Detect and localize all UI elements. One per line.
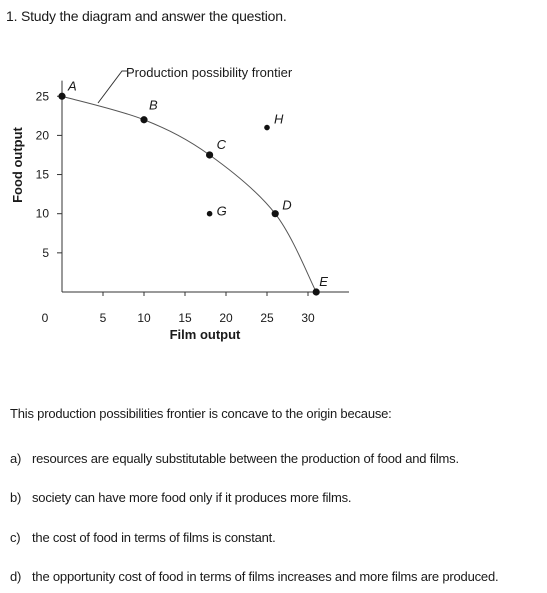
y-axis-title: Food output [10,126,25,202]
y-tick-label: 25 [36,89,50,103]
question-title: 1. Study the diagram and answer the ques… [6,8,287,24]
x-tick-label: 30 [301,311,315,325]
annotation-label: Production possibility frontier [126,65,293,80]
point-label-d: D [282,198,291,213]
option-c-letter: c) [10,530,21,545]
point-label-c: C [217,137,227,152]
point-h [264,124,270,131]
option-d-letter: d) [10,569,22,584]
y-tick-label: 10 [36,207,50,221]
chart-points [58,92,320,296]
x-tick-label: 0 [42,311,49,325]
point-label-h: H [274,112,284,127]
chart-axes [61,80,349,293]
y-tick-label: 15 [36,168,50,182]
y-tick-label: 5 [42,246,49,260]
x-tick-label: 10 [137,311,151,325]
point-b [140,116,148,124]
option-a-letter: a) [10,451,22,466]
option-d[interactable]: d) the opportunity cost of food in terms … [10,569,499,584]
x-tick-label: 15 [178,311,192,325]
x-tick-label: 20 [219,311,233,325]
y-tick-label: 20 [36,128,50,142]
option-d-text: the opportunity cost of food in terms of… [32,569,499,584]
point-label-b: B [149,98,158,113]
ppf-chart: 5 10 15 20 25 0 5 10 15 20 25 30 Film output Food ou… [10,65,349,342]
x-tick-label: 5 [100,311,107,325]
option-b-letter: b) [10,490,22,505]
point-d [271,210,279,218]
option-a-text: resources are equally substitutable betw… [32,451,459,466]
option-b-text: society can have more food only if it pr… [32,490,352,505]
point-label-a: A [67,78,77,93]
option-c-text: the cost of food in terms of films is co… [32,530,276,545]
option-a[interactable]: a) resources are equally substitutable be… [10,451,459,466]
point-c [206,151,214,159]
option-c[interactable]: c) the cost of food in terms of films is … [10,530,276,545]
option-b[interactable]: b) society can have more food only if it … [10,490,352,505]
point-g [206,210,213,217]
question-stem: This production possibilities frontier i… [10,406,392,421]
point-a [58,92,66,100]
point-e [312,288,320,296]
chart-labels: Film output Food output Production possibi… [10,65,328,342]
x-axis-title: Film output [170,327,241,342]
point-label-g: G [217,204,227,219]
annotation-leader [97,70,128,104]
chart-ticks: 5 10 15 20 25 0 5 10 15 20 25 30 [36,89,315,325]
x-tick-label: 25 [260,311,274,325]
point-label-e: E [319,274,328,289]
